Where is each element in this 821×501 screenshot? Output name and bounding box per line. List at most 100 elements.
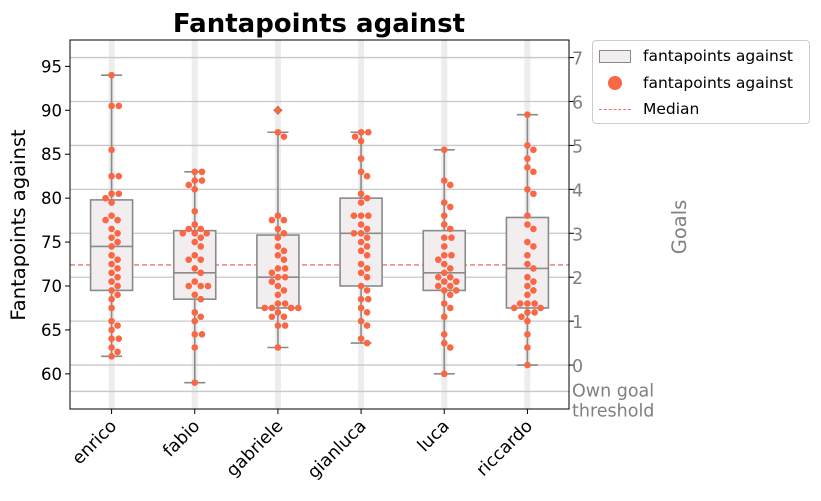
data-point xyxy=(364,295,372,303)
y2-tick-label: 5 xyxy=(572,137,583,157)
y2-tick-label: 2 xyxy=(572,269,583,289)
data-point xyxy=(191,291,199,299)
data-point xyxy=(198,177,206,184)
data-point xyxy=(440,300,448,307)
data-point xyxy=(197,282,205,290)
data-point xyxy=(191,168,199,176)
y-tick-label: 70 xyxy=(41,277,62,296)
data-point xyxy=(280,247,288,255)
data-point xyxy=(363,194,371,202)
x-axis: enrico fabio gabriele gianluca luca riccardo xyxy=(69,409,537,483)
data-point xyxy=(281,273,289,281)
y2-tick-label: 4 xyxy=(572,181,583,201)
data-point xyxy=(357,155,365,162)
data-point xyxy=(524,186,531,193)
data-point xyxy=(357,229,365,237)
data-point xyxy=(114,216,121,224)
data-point xyxy=(281,265,289,272)
y2-tick-label: 3 xyxy=(572,225,583,245)
data-point xyxy=(274,212,282,220)
data-point xyxy=(280,256,288,263)
data-point xyxy=(204,282,212,290)
data-point xyxy=(363,309,371,316)
data-point xyxy=(108,335,115,343)
data-point xyxy=(524,282,531,290)
data-point xyxy=(363,265,371,272)
data-point xyxy=(357,260,365,268)
data-point xyxy=(108,172,115,180)
data-point xyxy=(524,251,531,259)
data-point xyxy=(108,295,115,303)
secondary-y-axis: 0 1 2 3 4 5 6 7 xyxy=(569,50,583,377)
data-point xyxy=(274,128,282,136)
x-tick-label: fabio xyxy=(159,416,204,461)
y-tick-label: 80 xyxy=(41,189,62,208)
data-point xyxy=(185,181,193,189)
data-point xyxy=(108,243,115,250)
boxes xyxy=(89,74,550,384)
data-point xyxy=(364,212,372,220)
data-point xyxy=(114,229,121,237)
data-point xyxy=(108,326,115,334)
data-point xyxy=(448,251,455,259)
data-point xyxy=(274,322,282,329)
data-point xyxy=(452,278,460,285)
data-point xyxy=(179,229,187,237)
data-point xyxy=(524,238,531,246)
data-point xyxy=(524,273,531,281)
data-point xyxy=(440,146,448,154)
data-point xyxy=(446,265,454,272)
data-point xyxy=(434,256,442,263)
y-tick-label: 60 xyxy=(41,365,62,384)
legend-item-box: fantapoints against xyxy=(599,46,793,66)
data-point xyxy=(191,331,199,338)
data-point xyxy=(357,335,365,343)
y2-tick-label: 1 xyxy=(572,313,583,333)
legend-box-swatch xyxy=(599,49,631,63)
data-point xyxy=(440,251,448,259)
data-point xyxy=(350,212,358,220)
y2-tick-label: 7 xyxy=(572,50,583,70)
data-point xyxy=(516,300,524,307)
data-point xyxy=(185,256,193,263)
data-point xyxy=(198,168,206,176)
data-point xyxy=(102,194,109,202)
data-point xyxy=(287,304,295,312)
data-point xyxy=(357,295,365,303)
data-point xyxy=(363,273,371,281)
data-point xyxy=(524,111,531,118)
data-point xyxy=(102,216,109,224)
data-point xyxy=(108,71,115,79)
data-point xyxy=(524,300,531,307)
data-point xyxy=(108,344,115,351)
data-point xyxy=(108,269,115,277)
data-point xyxy=(440,234,448,241)
data-point xyxy=(108,212,115,220)
data-point xyxy=(108,278,115,285)
data-point xyxy=(108,287,115,294)
data-point xyxy=(530,190,537,198)
data-point xyxy=(434,273,442,281)
data-point xyxy=(363,234,371,241)
data-point xyxy=(115,190,123,198)
chart-title: Fantapoints against xyxy=(173,9,465,39)
data-point xyxy=(268,313,276,321)
data-point xyxy=(357,238,365,246)
data-point xyxy=(274,344,282,351)
data-point xyxy=(364,128,372,136)
data-point xyxy=(446,282,454,290)
data-point xyxy=(191,278,199,285)
data-point xyxy=(274,234,282,241)
data-point xyxy=(440,260,448,268)
data-point xyxy=(114,265,121,272)
data-point xyxy=(191,344,199,351)
data-point xyxy=(295,304,302,312)
data-point xyxy=(440,313,448,321)
data-point xyxy=(363,287,371,294)
data-point xyxy=(114,273,121,281)
data-point xyxy=(524,164,531,171)
gridlines xyxy=(70,56,569,393)
data-point xyxy=(531,300,538,307)
data-point xyxy=(446,225,454,233)
x-tick-label: gabriele xyxy=(223,416,288,481)
